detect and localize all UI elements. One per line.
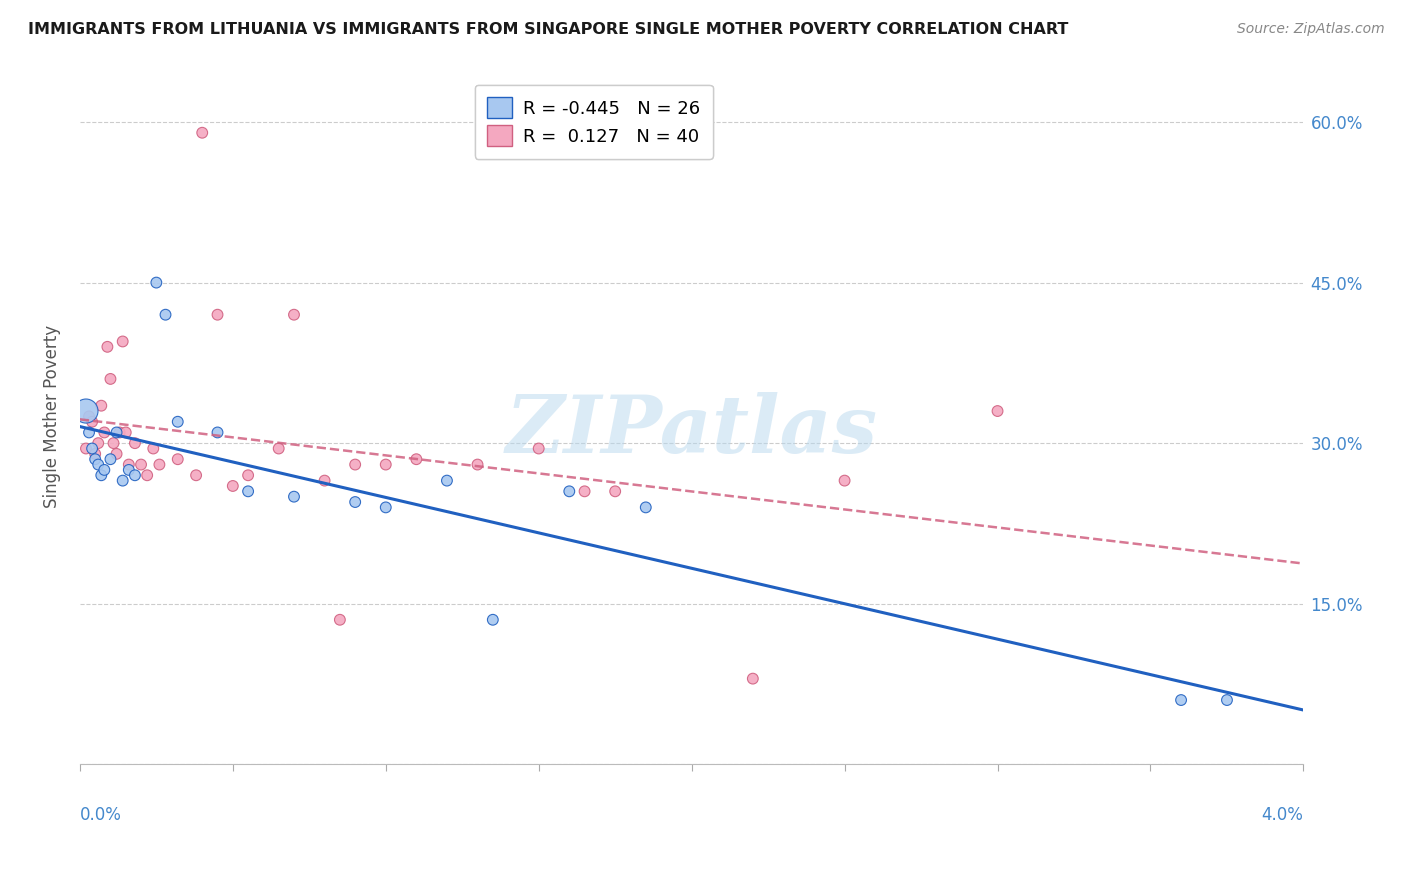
Point: [166, 452, 188, 467]
Point: [1170, 693, 1192, 707]
Point: [77, 425, 100, 440]
Point: [87, 436, 110, 450]
Point: [374, 500, 396, 515]
Point: [741, 672, 763, 686]
Point: [75, 442, 97, 456]
Point: [75, 404, 97, 418]
Point: [207, 425, 229, 440]
Point: [124, 468, 146, 483]
Point: [236, 484, 259, 499]
Point: [482, 613, 505, 627]
Legend: R = -0.445   N = 26, R =  0.127   N = 40: R = -0.445 N = 26, R = 0.127 N = 40: [474, 85, 713, 159]
Point: [314, 474, 336, 488]
Point: [558, 484, 581, 499]
Point: [436, 474, 458, 488]
Point: [114, 425, 136, 440]
Point: [155, 308, 177, 322]
Point: [84, 447, 107, 461]
Point: [527, 442, 550, 456]
Point: [105, 425, 128, 440]
Text: 0.0%: 0.0%: [80, 806, 122, 824]
Point: [574, 484, 596, 499]
Point: [111, 334, 134, 349]
Point: [145, 276, 167, 290]
Point: [344, 458, 367, 472]
Point: [108, 425, 131, 440]
Point: [191, 126, 214, 140]
Point: [96, 340, 118, 354]
Point: [834, 474, 856, 488]
Point: [93, 425, 115, 440]
Point: [77, 409, 100, 424]
Point: [87, 458, 110, 472]
Point: [267, 442, 290, 456]
Point: [100, 452, 122, 467]
Point: [84, 452, 107, 467]
Point: [82, 442, 104, 456]
Point: [986, 404, 1008, 418]
Point: [207, 308, 229, 322]
Point: [93, 463, 115, 477]
Text: IMMIGRANTS FROM LITHUANIA VS IMMIGRANTS FROM SINGAPORE SINGLE MOTHER POVERTY COR: IMMIGRANTS FROM LITHUANIA VS IMMIGRANTS …: [28, 22, 1069, 37]
Point: [100, 372, 122, 386]
Point: [118, 458, 141, 472]
Point: [90, 468, 112, 483]
Text: ZIPatlas: ZIPatlas: [506, 392, 877, 469]
Point: [222, 479, 245, 493]
Point: [142, 442, 165, 456]
Point: [103, 436, 125, 450]
Point: [105, 447, 128, 461]
Point: [344, 495, 367, 509]
Point: [236, 468, 259, 483]
Point: [467, 458, 489, 472]
Point: [405, 452, 427, 467]
Point: [374, 458, 396, 472]
Point: [283, 490, 305, 504]
Point: [136, 468, 159, 483]
Point: [184, 468, 207, 483]
Point: [118, 463, 141, 477]
Text: Source: ZipAtlas.com: Source: ZipAtlas.com: [1237, 22, 1385, 37]
Point: [634, 500, 657, 515]
Point: [148, 458, 170, 472]
Point: [1216, 693, 1239, 707]
Text: 4.0%: 4.0%: [1261, 806, 1303, 824]
Y-axis label: Single Mother Poverty: Single Mother Poverty: [44, 325, 60, 508]
Point: [283, 308, 305, 322]
Point: [124, 436, 146, 450]
Point: [605, 484, 627, 499]
Point: [111, 474, 134, 488]
Point: [82, 415, 104, 429]
Point: [166, 415, 188, 429]
Point: [129, 458, 152, 472]
Point: [90, 399, 112, 413]
Point: [329, 613, 352, 627]
